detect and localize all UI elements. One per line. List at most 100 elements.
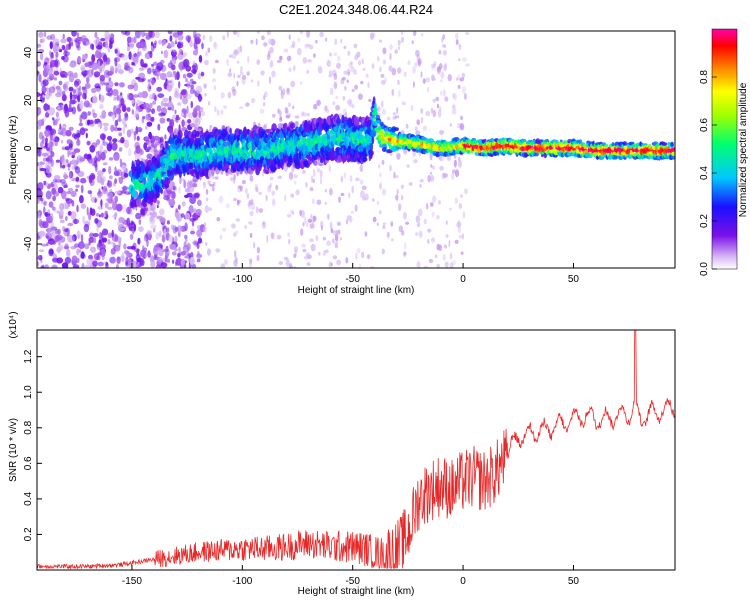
spectrogram-noise-blob	[263, 91, 268, 98]
spectrogram-noise-blob	[326, 59, 331, 68]
spectrogram-noise-blob	[75, 85, 79, 94]
spectrogram-noise-blob	[285, 114, 291, 119]
spectrogram-noise-blob	[102, 54, 108, 63]
spectrogram-noise-blob	[76, 139, 81, 146]
snr-x-axis-label: Height of straight line (km)	[298, 586, 415, 597]
spectrogram-noise-blob	[371, 63, 375, 69]
spectrogram-noise-blob	[175, 257, 183, 266]
spectrogram-noise-blob	[37, 60, 41, 67]
spectrogram-noise-blob	[328, 164, 331, 173]
spectrogram-noise-blob	[67, 163, 71, 168]
spectrogram-noise-blob	[108, 139, 112, 149]
spectrogram-noise-blob	[249, 210, 254, 217]
spectrogram-noise-blob	[430, 174, 435, 182]
spectrogram-noise-blob	[400, 31, 404, 36]
spectrogram-y-tick-label: 20	[23, 94, 34, 106]
spectrogram-signal-blob	[138, 199, 142, 204]
spectrogram-noise-blob	[197, 251, 200, 256]
spectrogram-noise-blob	[320, 225, 323, 231]
spectrogram-noise-blob	[76, 230, 81, 239]
spectrogram-noise-blob	[88, 159, 93, 164]
spectrogram-noise-blob	[142, 116, 146, 120]
colorbar-tick-label: 0.4	[699, 166, 710, 180]
spectrogram-noise-blob	[302, 57, 308, 64]
spectrogram-noise-blob	[354, 84, 358, 90]
spectrogram-noise-blob	[132, 94, 140, 98]
spectrogram-noise-blob	[59, 219, 65, 224]
spectrogram-noise-blob	[394, 49, 399, 54]
spectrogram-noise-blob	[220, 109, 224, 115]
spectrogram-noise-blob	[38, 31, 44, 38]
spectrogram-noise-blob	[364, 231, 368, 237]
spectrogram-noise-blob	[386, 231, 390, 238]
spectrogram-noise-blob	[151, 108, 155, 114]
spectrogram-noise-blob	[203, 182, 206, 186]
spectrogram-noise-blob	[125, 256, 129, 266]
spectrogram-noise-blob	[432, 165, 436, 170]
spectrogram-noise-blob	[326, 240, 331, 247]
spectrogram-signal-blob	[319, 130, 322, 136]
spectrogram-noise-blob	[379, 172, 382, 178]
spectrogram-noise-blob	[80, 251, 85, 259]
spectrogram-noise-blob	[309, 186, 314, 191]
spectrogram-noise-blob	[80, 66, 86, 72]
spectrogram-noise-blob	[149, 86, 152, 90]
spectrogram-noise-blob	[180, 251, 186, 256]
spectrogram-noise-blob	[125, 206, 132, 215]
spectrogram-noise-blob	[46, 35, 53, 40]
spectrogram-noise-blob	[451, 260, 456, 266]
spectrogram-noise-blob	[97, 261, 105, 267]
spectrogram-noise-blob	[416, 222, 421, 228]
spectrogram-noise-blob	[348, 215, 353, 223]
spectrogram-noise-blob	[233, 174, 236, 181]
spectrogram-noise-blob	[418, 230, 423, 238]
spectrogram-noise-blob	[129, 233, 134, 240]
spectrogram-noise-blob	[177, 31, 184, 36]
spectrogram-signal-blob	[243, 126, 247, 137]
spectrogram-noise-blob	[163, 49, 169, 59]
spectrogram-noise-blob	[174, 109, 177, 115]
spectrogram-noise-blob	[79, 195, 84, 204]
spectrogram-noise-blob	[51, 187, 56, 195]
spectrogram-noise-blob	[303, 112, 307, 117]
spectrogram-noise-blob	[328, 261, 333, 268]
spectrogram-noise-blob	[262, 171, 264, 177]
spectrogram-noise-blob	[50, 33, 56, 41]
spectrogram-noise-blob	[174, 37, 178, 44]
spectrogram-noise-blob	[62, 225, 65, 232]
spectrogram-noise-blob	[88, 119, 94, 125]
spectrogram-noise-blob	[195, 85, 203, 94]
spectrogram-noise-blob	[209, 183, 215, 187]
spectrogram-noise-blob	[168, 95, 172, 102]
spectrogram-noise-blob	[102, 168, 106, 173]
spectrogram-noise-blob	[203, 222, 207, 227]
spectrogram-noise-blob	[184, 255, 190, 259]
colorbar-label: Normalized spectral amplitude	[738, 82, 749, 217]
spectrogram-noise-blob	[150, 260, 156, 268]
spectrogram-noise-blob	[126, 36, 132, 43]
spectrogram-noise-blob	[443, 173, 448, 178]
spectrogram-noise-blob	[376, 106, 381, 112]
spectrogram-noise-blob	[238, 185, 243, 189]
spectrogram-signal-blob	[604, 144, 609, 148]
spectrogram-signal-blob	[661, 142, 668, 146]
spectrogram-noise-blob	[246, 193, 250, 199]
spectrogram-noise-blob	[118, 177, 122, 182]
spectrogram-noise-blob	[202, 34, 206, 41]
spectrogram-noise-blob	[52, 44, 58, 53]
spectrogram-noise-blob	[378, 39, 383, 43]
spectrogram-noise-blob	[346, 215, 349, 221]
spectrogram-noise-blob	[403, 251, 407, 256]
spectrogram-noise-blob	[145, 125, 148, 130]
spectrogram-noise-blob	[313, 215, 316, 222]
spectrogram-noise-blob	[64, 231, 67, 237]
spectrogram-noise-blob	[407, 60, 411, 65]
spectrogram-noise-blob	[112, 89, 119, 96]
spectrogram-noise-blob	[148, 141, 153, 148]
spectrogram-noise-blob	[205, 51, 208, 57]
spectrogram-noise-blob	[233, 72, 236, 79]
spectrogram-noise-blob	[443, 89, 446, 97]
spectrogram-noise-blob	[120, 137, 125, 144]
spectrogram-noise-blob	[286, 91, 291, 96]
spectrogram-noise-blob	[61, 94, 67, 102]
